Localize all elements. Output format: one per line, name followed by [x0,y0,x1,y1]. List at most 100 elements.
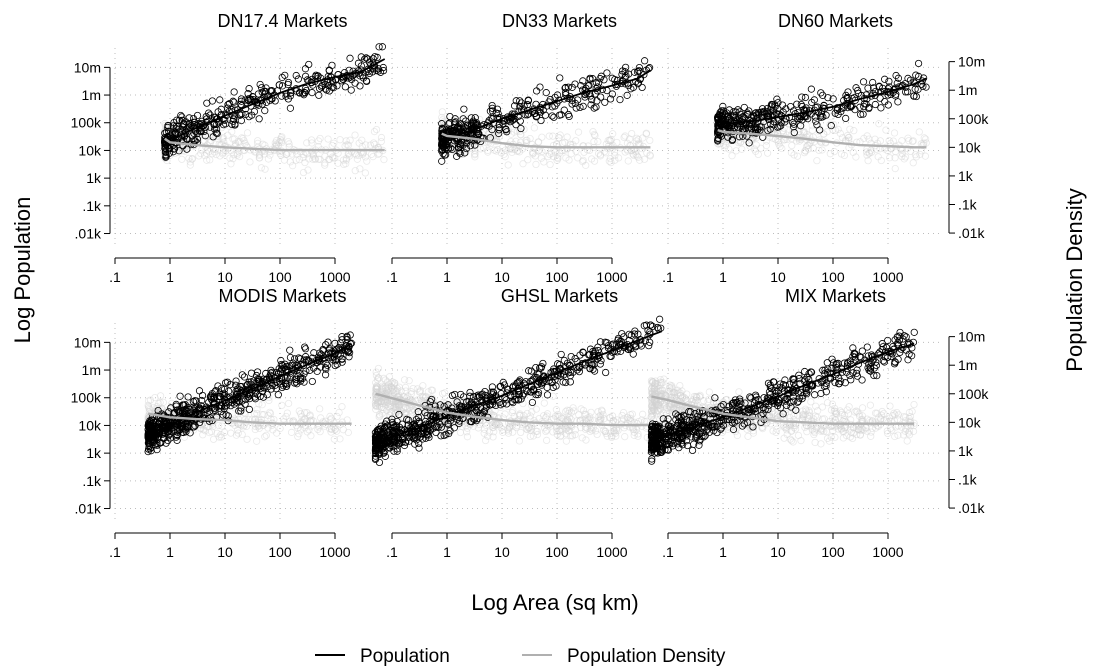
population-point [778,101,787,109]
density-point [563,133,571,141]
population-point [324,72,332,81]
population-point [773,95,781,103]
density-point [242,422,251,430]
density-point [752,141,760,149]
density-point [876,137,884,145]
x-tick-label: 100 [268,269,292,285]
population-point [827,122,835,130]
density-point [299,168,308,177]
density-point [334,159,342,167]
panel-title: GHSL Markets [501,286,618,306]
population-point [237,117,246,125]
density-point [801,147,809,155]
population-point [790,120,798,128]
population-point [454,143,463,151]
population-point [279,382,288,390]
population-point [245,405,253,414]
density-point [471,151,479,159]
density-point [266,151,274,159]
density-point [180,433,189,441]
population-point [145,423,153,431]
density-point [363,157,371,165]
population-point [365,58,374,66]
density-point [305,155,313,163]
density-point [316,428,324,436]
population-point [359,74,368,82]
population-point [295,354,303,362]
density-point [815,146,823,154]
density-point [238,134,246,142]
population-point [300,356,308,364]
density-point [205,429,214,437]
density-point [714,140,722,148]
population-point [300,91,308,99]
density-point [279,415,288,423]
density-point [558,139,567,147]
population-point [275,81,283,89]
population-point [254,90,263,98]
population-point [911,85,919,93]
density-point [834,125,842,133]
density-point [850,127,858,135]
population-point [277,356,285,365]
density-point [254,139,262,147]
population-point [301,84,310,93]
population-point [714,114,722,122]
density-point [197,149,205,158]
population-point [603,69,611,77]
population-point [321,80,329,88]
density-point [783,131,791,139]
density-point [253,143,261,151]
population-point [188,132,197,140]
population-point [308,89,316,97]
y-tick-label-left: .01k [75,501,102,517]
population-point [378,43,387,51]
data-points [714,59,930,173]
density-point [441,389,449,397]
density-point [339,156,348,164]
density-point [381,376,390,384]
density-point [750,145,758,153]
density-point [787,149,795,157]
population-point [349,67,357,75]
population-point [371,53,379,61]
population-point [801,93,809,102]
population-point [321,371,330,379]
population-point [273,373,282,381]
population-point [859,78,868,86]
density-point [889,137,897,145]
population-point [241,400,249,408]
density-point [634,135,642,144]
population-point [459,115,467,123]
density-point [255,154,263,162]
population-point [165,408,173,416]
population-point [167,404,175,412]
population-point [275,365,283,373]
density-point [261,433,269,441]
density-point [236,138,244,146]
density-point [549,132,557,140]
population-point [171,129,179,138]
y-tick-label-left: .1k [82,198,102,214]
density-point [886,154,894,162]
x-tick-label: 1 [166,544,174,560]
density-point [898,137,906,145]
population-point [261,107,269,115]
density-point [606,155,614,163]
x-tick-label: 1000 [319,544,350,560]
population-point [324,338,332,346]
density-point [836,129,844,137]
density-point [891,164,899,173]
population-point [638,83,646,92]
population-point [635,63,643,72]
population-point [766,125,774,133]
population-point [345,353,353,361]
density-point [916,150,924,158]
population-point [351,79,359,87]
population-point [523,111,531,119]
density-point [574,154,582,162]
population-point [162,128,170,136]
x-tick-label: 100 [268,544,292,560]
population-point [217,384,226,393]
population-point [274,391,282,399]
